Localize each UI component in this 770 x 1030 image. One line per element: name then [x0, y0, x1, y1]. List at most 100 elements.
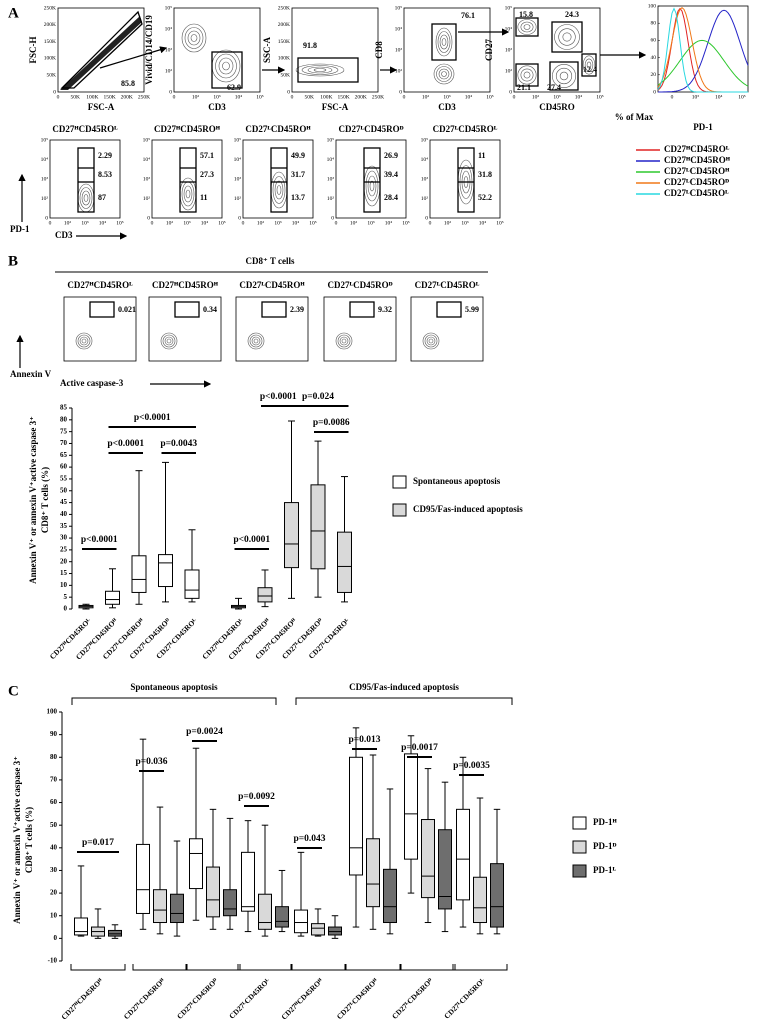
- histogram-curve: [657, 7, 748, 93]
- gate-value: 31.7: [291, 170, 305, 179]
- x-tick-label: CD27ᴸCD45ROᴰ: [175, 976, 220, 1021]
- gate: [179, 147, 197, 213]
- contour: [337, 334, 351, 348]
- y-tick-label: 10³: [421, 176, 429, 182]
- box: [383, 868, 397, 924]
- gate-value: 87: [98, 193, 106, 202]
- contour: [295, 63, 345, 77]
- contour: [83, 194, 89, 202]
- y-tick-label: 10³: [165, 47, 173, 53]
- y-tick-label: 80: [60, 415, 68, 423]
- subset-label: CD27ᴸCD45ROᴸ: [433, 124, 498, 134]
- x-tick-label: 10⁴: [235, 94, 243, 100]
- contour: [552, 64, 576, 88]
- box: [258, 893, 272, 930]
- flow-plot: [323, 296, 397, 362]
- contour: [584, 58, 594, 72]
- contour: [437, 31, 451, 53]
- contour: [559, 71, 569, 81]
- contour: [558, 28, 576, 46]
- y-tick-label: 0: [287, 89, 290, 95]
- p-value: p=0.036: [135, 757, 167, 767]
- legend-label: CD27ᴸCD45ROᴸ: [664, 188, 729, 198]
- y-tick-label: 80: [50, 753, 58, 761]
- contour: [517, 19, 537, 35]
- y-tick-label: 40: [60, 510, 68, 518]
- contour: [77, 334, 91, 348]
- gate: [60, 10, 143, 89]
- category-bracket: [345, 964, 401, 971]
- group-label: CD95/Fas-induced apoptosis: [349, 682, 459, 692]
- category-bracket: [290, 964, 346, 971]
- gate-value: 27.3: [200, 170, 214, 179]
- flow-plot: [57, 7, 145, 93]
- y-tick-label: 0: [425, 215, 428, 221]
- flow-plot: [291, 7, 379, 93]
- gate-value: 24.3: [565, 10, 579, 19]
- group-label: Spontaneous apoptosis: [130, 682, 218, 692]
- gate-value: 0.021: [118, 305, 136, 314]
- p-value: p=0.013: [348, 735, 380, 745]
- x-tick-label: 10²: [64, 220, 72, 226]
- subset-label: CD27ᴴCD45ROᴸ: [67, 280, 133, 290]
- category-bracket: [185, 964, 241, 971]
- x-tick-label: 10⁵: [256, 94, 264, 100]
- y-tick-label: 10³: [395, 47, 403, 53]
- x-tick-label: 10⁴: [575, 94, 583, 100]
- x-tick-label: 250K: [138, 94, 150, 100]
- y-tick-label: 200K: [44, 22, 56, 28]
- p-value: p<0.0001: [81, 535, 118, 545]
- contour: [426, 336, 436, 346]
- x-tick-label: 10⁵: [486, 94, 494, 100]
- y-tick-label: 10³: [41, 176, 49, 182]
- y-tick-label: 0: [64, 605, 68, 613]
- y-tick-label: 0: [169, 89, 172, 95]
- x-axis-label: FSC-A: [322, 102, 349, 112]
- contour: [162, 334, 176, 348]
- x-tick-label: 10⁵: [738, 94, 746, 100]
- y-tick-label: 10³: [234, 176, 242, 182]
- contour: [555, 67, 573, 85]
- gate-value: 76.1: [461, 11, 475, 20]
- gate-value: 28.4: [384, 193, 398, 202]
- y-tick-label: 20: [50, 889, 58, 897]
- flow-plot: [242, 139, 314, 219]
- x-tick-label: 0: [291, 94, 294, 100]
- x-tick-label: 10²: [166, 220, 174, 226]
- header: CD8⁺ T cells: [246, 256, 295, 266]
- x-tick-label: 10²: [444, 220, 452, 226]
- y-axis-label: CD8: [374, 41, 384, 59]
- subset-label: CD27ᴸCD45ROᴰ: [339, 124, 404, 134]
- y-axis-label: Annexin V⁺ or annexin V⁺active caspase 3…: [12, 756, 22, 924]
- box: [105, 590, 120, 605]
- y-tick-label: 50: [50, 821, 58, 829]
- x-tick-label: 50K: [70, 94, 80, 100]
- gate-value: 26.9: [384, 151, 398, 160]
- subset-label: CD27ᴴCD45ROᴴ: [152, 280, 219, 290]
- x-tick-label: 250K: [372, 94, 384, 100]
- gate: [551, 21, 583, 53]
- box: [158, 554, 173, 588]
- y-tick-label: 0: [147, 215, 150, 221]
- gate-value: 13.7: [291, 193, 305, 202]
- panel-label: A: [8, 5, 19, 21]
- y-tick-label: 70: [60, 439, 68, 447]
- contour: [436, 66, 452, 82]
- y-tick-label: 50K: [47, 72, 57, 78]
- subset-label: CD27ᴸCD45ROᴰ: [328, 280, 393, 290]
- y-tick-label: 100K: [278, 56, 290, 62]
- x-tick-label: CD27ᴸCD45ROᴸ: [227, 976, 271, 1020]
- box: [131, 555, 147, 593]
- p-value: p=0.0017: [401, 743, 438, 753]
- legend-swatch: [392, 475, 407, 489]
- x-tick-label: 150K: [337, 94, 349, 100]
- p-value: p<0.0001: [134, 413, 171, 423]
- gate: [297, 57, 359, 83]
- category-bracket: [452, 964, 508, 971]
- gate-value: 27.4: [547, 83, 561, 92]
- contour: [222, 61, 230, 71]
- x-tick-label: 10²: [257, 220, 265, 226]
- x-tick-label: 10³: [461, 220, 469, 226]
- group-bracket: [295, 697, 513, 705]
- y-tick-label: 5: [64, 593, 68, 601]
